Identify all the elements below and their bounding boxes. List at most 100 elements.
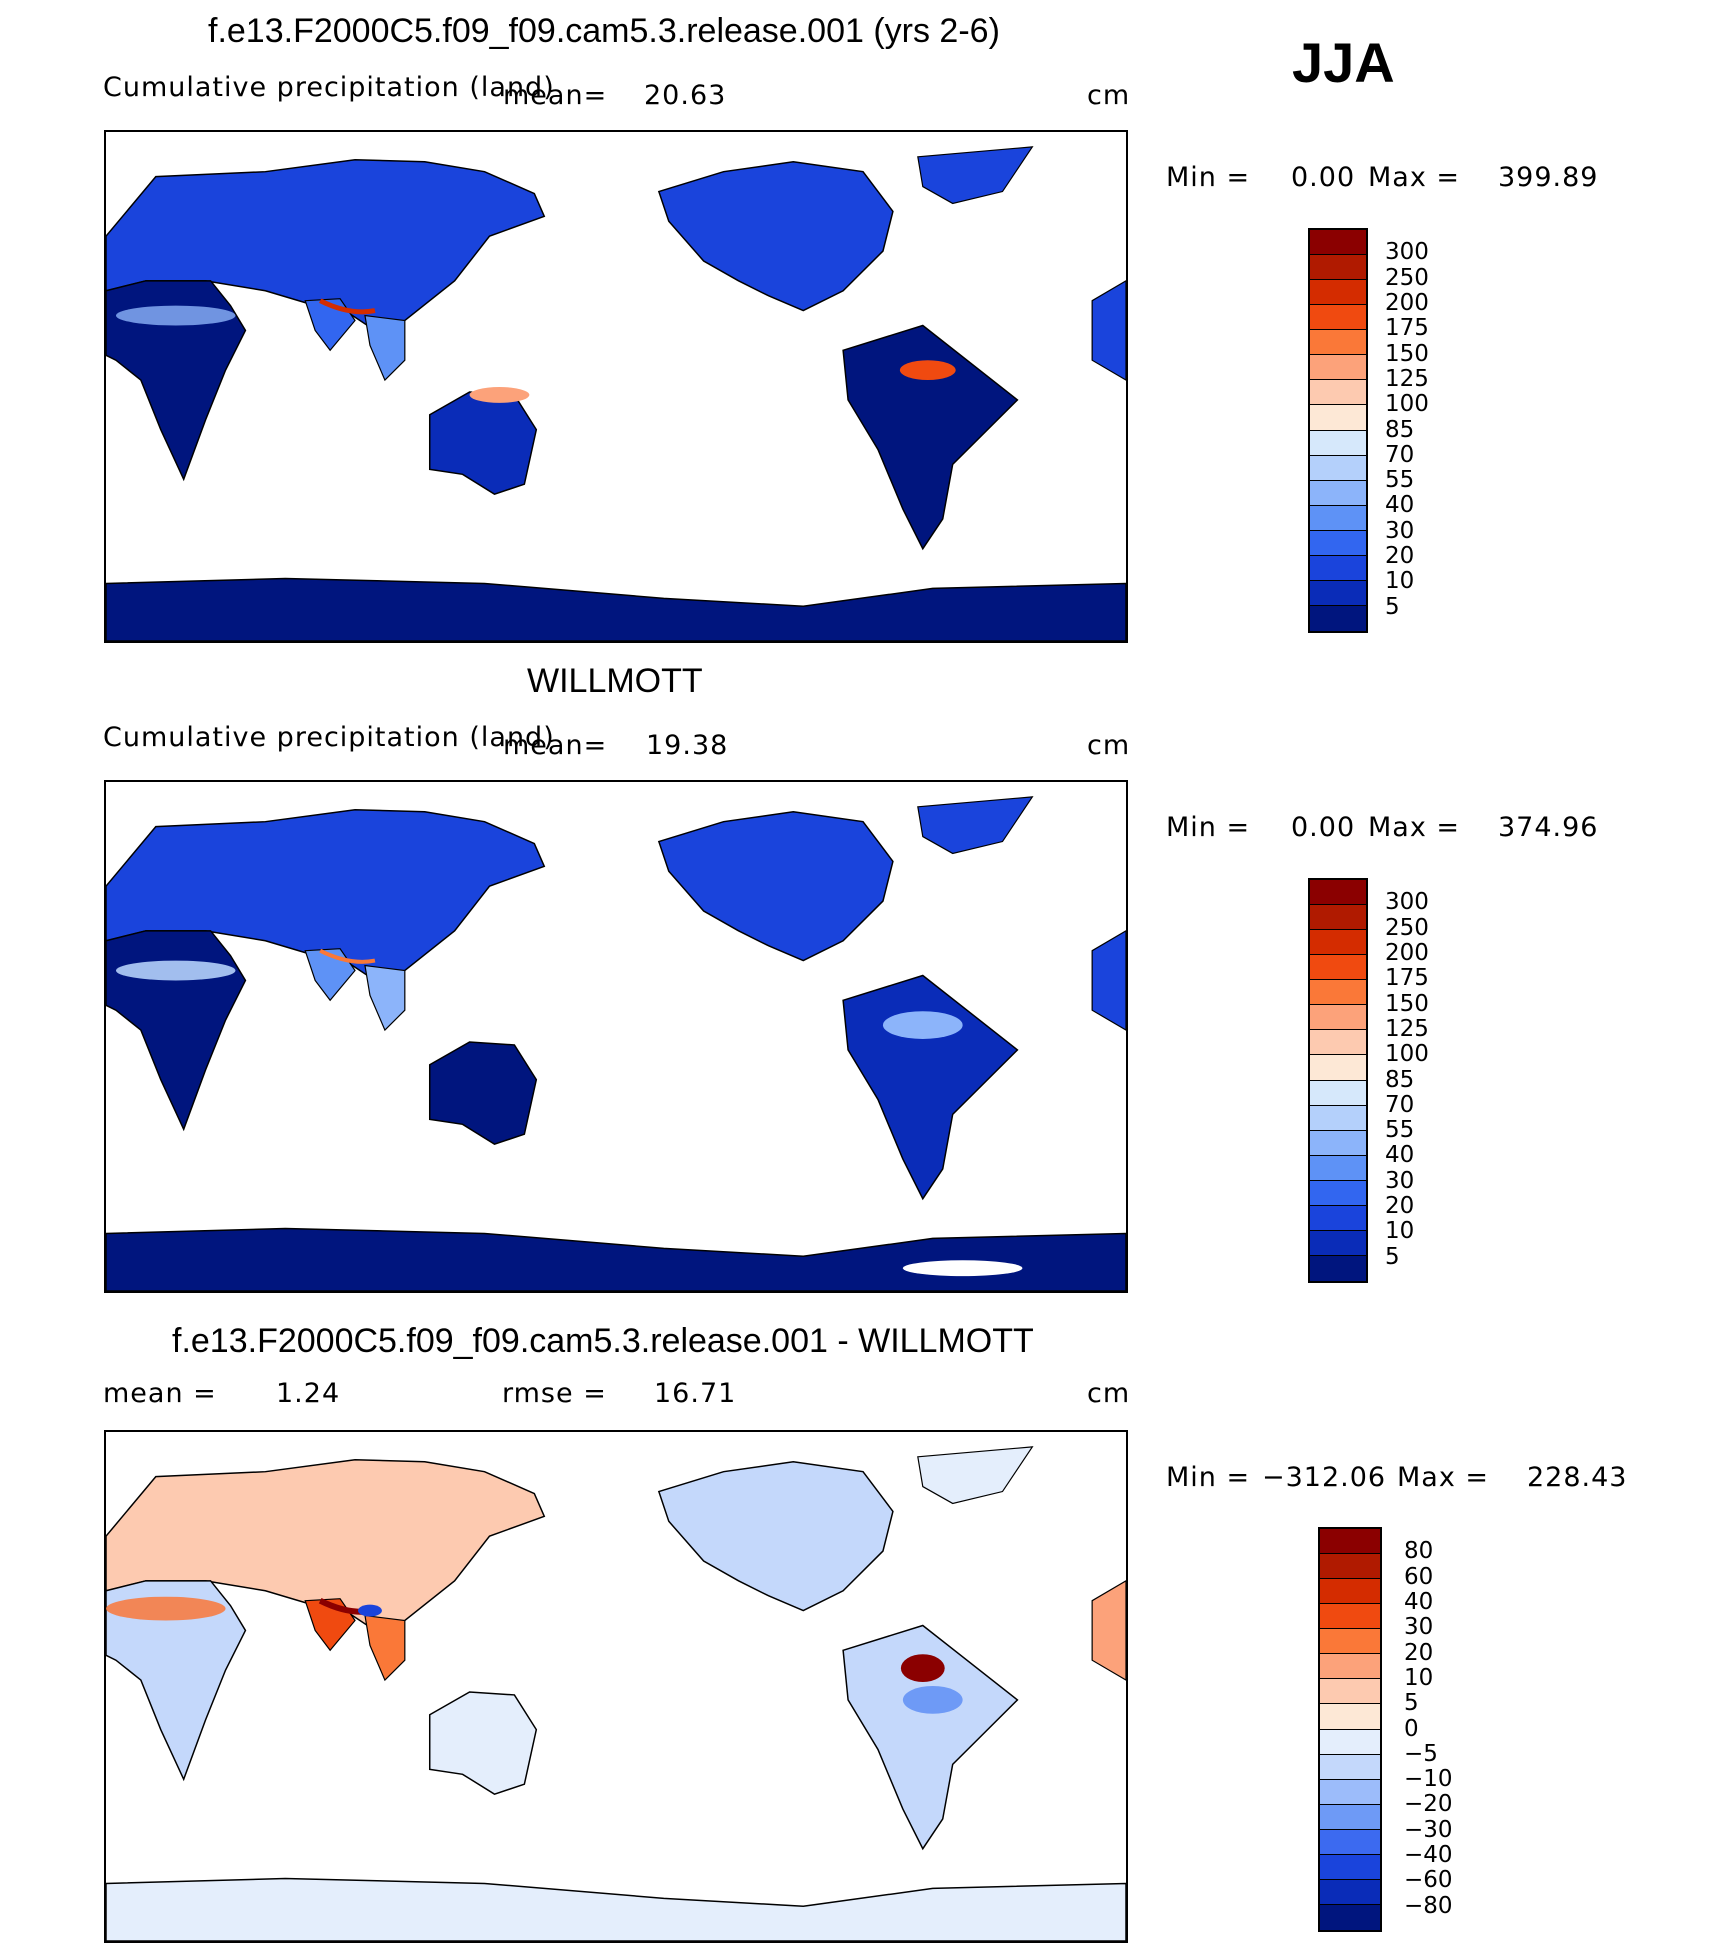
colorbar-tick-label: 10	[1385, 568, 1415, 595]
obs-sahel-band	[115, 960, 236, 981]
model-mean-value: 20.63	[644, 80, 727, 111]
diff-min-value: −312.06	[1262, 1462, 1387, 1493]
colorbar-tick-label: 250	[1385, 264, 1429, 291]
diff-min-label: Min =	[1166, 1462, 1251, 1493]
diff-amazon-deficit	[902, 1686, 963, 1714]
colorbar-tick-label: 85	[1385, 416, 1415, 443]
colorbar-tick-label: 200	[1385, 939, 1429, 966]
obs-panel-title: WILLMOTT	[527, 662, 703, 700]
obs-units: cm	[1087, 730, 1131, 761]
model-heavy-rain-features	[115, 298, 956, 403]
model-north-america	[657, 161, 894, 312]
obs-greenland	[917, 796, 1034, 855]
model-max-value: 399.89	[1498, 162, 1599, 193]
model-min-label: Min =	[1166, 162, 1251, 193]
model-colorbar	[1308, 228, 1368, 633]
model-colombia-hotspot	[899, 360, 956, 381]
colorbar-tick-label: 5	[1385, 1243, 1400, 1270]
obs-variable-label: Cumulative precipitation (land)	[103, 722, 555, 753]
model-max-label: Max =	[1368, 162, 1461, 193]
colorbar-tick-label: 70	[1385, 1091, 1415, 1118]
colorbar-tick-label: 150	[1385, 990, 1429, 1017]
colorbar-segment	[1320, 1529, 1380, 1555]
model-africa	[106, 280, 247, 482]
colorbar-tick-label: 200	[1385, 289, 1429, 316]
colorbar-segment	[1310, 505, 1366, 531]
colorbar-segment	[1310, 555, 1366, 581]
colorbar-segment	[1310, 230, 1366, 256]
colorbar-segment	[1310, 405, 1366, 431]
colorbar-tick-label: 100	[1385, 391, 1429, 418]
colorbar-segment	[1320, 1704, 1380, 1730]
colorbar-tick-label: 0	[1404, 1715, 1419, 1742]
colorbar-segment	[1320, 1629, 1380, 1655]
colorbar-segment	[1320, 1754, 1380, 1780]
model-greenland	[917, 146, 1034, 205]
colorbar-tick-label: 300	[1385, 889, 1429, 916]
colorbar-tick-label: 175	[1385, 965, 1429, 992]
colorbar-tick-label: 30	[1385, 1167, 1415, 1194]
colorbar-segment	[1310, 305, 1366, 331]
colorbar-tick-label: 5	[1385, 593, 1400, 620]
colorbar-tick-label: −80	[1404, 1892, 1453, 1919]
diff-west-africa-edge	[1091, 1580, 1126, 1681]
colorbar-segment	[1310, 355, 1366, 381]
colorbar-tick-label: 40	[1385, 492, 1415, 519]
obs-max-value: 374.96	[1498, 812, 1599, 843]
colorbar-segment	[1310, 380, 1366, 406]
colorbar-tick-label: 80	[1404, 1538, 1434, 1565]
colorbar-segment	[1320, 1554, 1380, 1580]
colorbar-segment	[1320, 1804, 1380, 1830]
obs-india	[304, 948, 356, 1002]
obs-south-america	[842, 974, 1019, 1201]
colorbar-segment	[1310, 1055, 1366, 1081]
obs-himalaya-band	[319, 948, 376, 964]
colorbar-tick-label: 20	[1404, 1639, 1434, 1666]
model-land-fill	[106, 146, 1126, 641]
colorbar-segment	[1320, 1779, 1380, 1805]
model-seasia	[364, 314, 406, 382]
model-units: cm	[1087, 80, 1131, 111]
colorbar-segment	[1320, 1829, 1380, 1855]
model-indonesia-patch	[469, 386, 530, 403]
colorbar-segment	[1310, 430, 1366, 456]
model-sahel-band	[115, 305, 236, 326]
model-west-africa-edge	[1091, 280, 1126, 381]
colorbar-segment	[1310, 1080, 1366, 1106]
obs-min-value: 0.00	[1291, 812, 1356, 843]
colorbar-tick-label: 100	[1385, 1041, 1429, 1068]
diff-colorbar	[1318, 1527, 1382, 1932]
model-himalaya-band	[319, 298, 376, 315]
diff-greenland	[917, 1446, 1034, 1505]
diff-seasia	[364, 1614, 406, 1682]
colorbar-tick-label: −40	[1404, 1842, 1453, 1869]
obs-min-label: Min =	[1166, 812, 1251, 843]
colorbar-segment	[1310, 955, 1366, 981]
model-antarctica	[106, 577, 1126, 641]
colorbar-segment	[1310, 1255, 1366, 1281]
obs-max-label: Max =	[1368, 812, 1461, 843]
colorbar-segment	[1320, 1604, 1380, 1630]
model-mean-label: mean=	[503, 80, 608, 111]
obs-west-africa-edge	[1091, 930, 1126, 1031]
diff-tibet-deficit	[358, 1604, 382, 1617]
obs-africa	[106, 930, 247, 1132]
colorbar-segment	[1310, 255, 1366, 281]
colorbar-segment	[1310, 530, 1366, 556]
colorbar-tick-label: 85	[1385, 1066, 1415, 1093]
diff-mean-label: mean =	[103, 1378, 217, 1409]
colorbar-tick-label: 20	[1385, 1193, 1415, 1220]
colorbar-tick-label: 250	[1385, 914, 1429, 941]
colorbar-segment	[1310, 1205, 1366, 1231]
model-min-value: 0.00	[1291, 162, 1356, 193]
colorbar-tick-label: 175	[1385, 315, 1429, 342]
colorbar-segment	[1310, 880, 1366, 906]
diff-mean-value: 1.24	[276, 1378, 341, 1409]
obs-australia	[428, 1041, 538, 1145]
obs-amazon-patch	[882, 1011, 963, 1039]
obs-heavy-rain-features	[115, 948, 1023, 1277]
colorbar-tick-label: −60	[1404, 1867, 1453, 1894]
colorbar-segment	[1310, 1230, 1366, 1256]
colorbar-segment	[1310, 905, 1366, 931]
colorbar-tick-label: 40	[1385, 1142, 1415, 1169]
